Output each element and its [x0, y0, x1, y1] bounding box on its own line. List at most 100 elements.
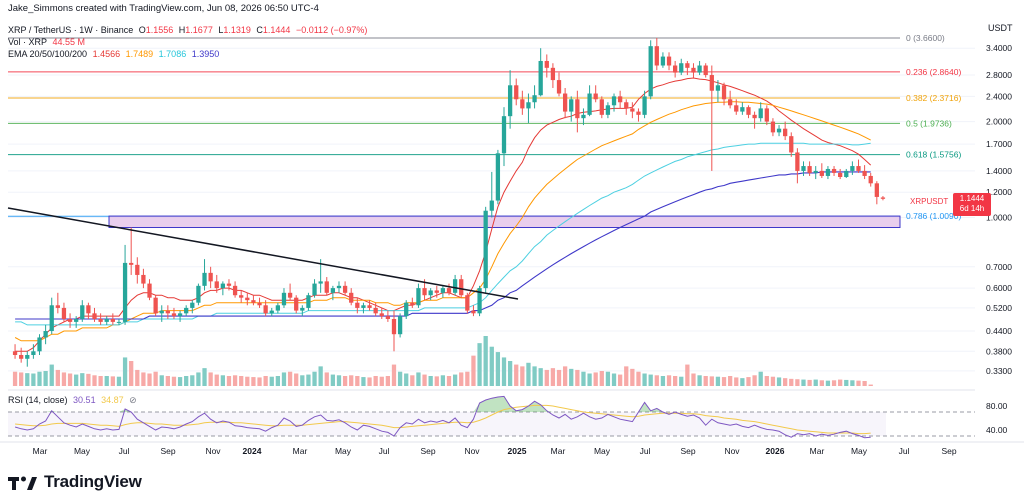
candle-body [98, 318, 103, 322]
candle-body [697, 65, 702, 73]
volume-bar [19, 372, 24, 386]
volume-bar [734, 377, 739, 386]
volume-bar [336, 375, 342, 386]
rsi-label[interactable]: RSI (14, close) [8, 395, 68, 405]
rsi-tick-label: 80.00 [986, 401, 1008, 411]
rsi-band [8, 412, 886, 436]
time-tick-label: Mar [33, 446, 48, 456]
volume-bar [55, 369, 60, 386]
volume-bar [300, 375, 305, 386]
volume-bar [257, 377, 262, 386]
candle-body [465, 295, 470, 311]
candle-body [196, 285, 201, 303]
volume-bar [190, 375, 195, 386]
volume-bar [679, 376, 684, 386]
volume-bar [477, 343, 482, 386]
volume-bars [12, 336, 873, 386]
candle-body [184, 307, 189, 314]
volume-bar [141, 372, 146, 386]
ema-legend[interactable]: EMA 20/50/100/200 1.4566 1.7489 1.7086 1… [8, 49, 222, 60]
volume-bar [287, 371, 293, 386]
symbol-name[interactable]: XRP / TetherUS · 1W · Binance [8, 25, 134, 35]
candle-body [764, 108, 769, 122]
candle-body [642, 96, 647, 115]
candle-body [294, 297, 299, 311]
volume-bar [483, 336, 488, 386]
volume-bar [104, 376, 109, 386]
volume-bar [795, 379, 800, 386]
rsi-value: 30.51 [73, 395, 96, 405]
ohlc-low-label: L [218, 25, 224, 35]
volume-bar [636, 371, 641, 386]
symbol-legend[interactable]: XRP / TetherUS · 1W · Binance O1.1556 H1… [8, 25, 370, 36]
tradingview-logo[interactable]: TradingView [8, 470, 142, 494]
volume-bar [538, 368, 543, 386]
candle-body [685, 63, 690, 68]
candle-body [43, 331, 48, 338]
rsi-ma-value: 34.87 [101, 395, 124, 405]
candle-body [825, 168, 831, 176]
chart-creator-text: Jake_Simmons created with TradingView.co… [8, 3, 322, 14]
volume-bar [862, 381, 867, 386]
volume-bar [617, 374, 623, 386]
candle-body [483, 210, 488, 289]
candle-body [721, 85, 727, 100]
ema-label[interactable]: EMA 20/50/100/200 [8, 49, 88, 59]
price-tick-label: 1.0000 [986, 212, 1012, 222]
price-axis[interactable]: 3.4000 2.8000 2.4000 2.0000 1.7000 1.4000 1.20… [986, 43, 1012, 376]
volume-legend[interactable]: Vol · XRP 44.55 M [8, 37, 88, 48]
volume-bar [770, 376, 776, 386]
volume-bar [165, 376, 170, 386]
rsi-tick-label: 40.00 [986, 425, 1008, 435]
volume-bar [196, 372, 201, 386]
volume-bar [116, 376, 122, 386]
volume-bar [501, 357, 507, 386]
candle-body [452, 279, 458, 293]
candle-body [880, 197, 886, 199]
volume-label[interactable]: Vol · XRP [8, 37, 48, 47]
currency-label[interactable]: USDT [988, 23, 1013, 33]
candle-body [709, 75, 714, 91]
volume-bar [746, 377, 751, 386]
candle-body [86, 305, 91, 314]
trendline-line [7, 207, 519, 300]
time-tick-label: Nov [724, 446, 740, 456]
trendline[interactable] [7, 207, 519, 300]
volume-bar [31, 373, 36, 386]
time-tick-label: Jul [379, 446, 390, 456]
candle-body [171, 313, 177, 317]
eye-off-icon[interactable]: ⊘ [129, 395, 137, 405]
candle-body [324, 281, 329, 293]
candle-body [544, 60, 549, 68]
volume-bar [721, 377, 727, 386]
volume-bar [599, 371, 604, 386]
candle-body [55, 305, 60, 308]
fib-level-label: 0.236 (2.8640) [906, 67, 961, 77]
candle-body [556, 80, 562, 94]
ohlc-open: 1.1556 [145, 25, 174, 35]
price-tick-label: 1.4000 [986, 166, 1012, 176]
volume-bar [184, 376, 189, 386]
volume-bar [562, 366, 568, 386]
price-tick-label: 1.2000 [986, 187, 1012, 197]
time-tick-label: Jul [899, 446, 910, 456]
time-axis[interactable]: Mar May Jul Sep Nov 2024 Mar May Jul Sep Nov 2025 Ma… [0, 441, 1024, 456]
fibonacci-retracement[interactable]: 0 (3.6600) 0.236 (2.8640) 0.382 (2.3716) 0.… [8, 33, 961, 221]
volume-bar [526, 362, 531, 386]
ohlc-high: 1.1677 [185, 25, 213, 35]
volume-bar [715, 376, 721, 386]
candle-body [361, 305, 366, 308]
volume-bar [129, 361, 134, 386]
volume-bar [544, 369, 549, 386]
candle-body [617, 96, 623, 103]
candle-body [801, 166, 806, 171]
rsi-legend[interactable]: RSI (14, close) 30.51 34.87 ⊘ [8, 395, 140, 406]
candle-body [648, 46, 653, 97]
support-zone[interactable] [108, 215, 901, 229]
candle-body [520, 99, 525, 109]
last-price-value: 1.1444 [959, 194, 985, 203]
time-tick-label: Sep [160, 446, 175, 456]
candle-body [795, 152, 800, 171]
volume-bar [709, 376, 714, 386]
candle-body [611, 96, 617, 106]
